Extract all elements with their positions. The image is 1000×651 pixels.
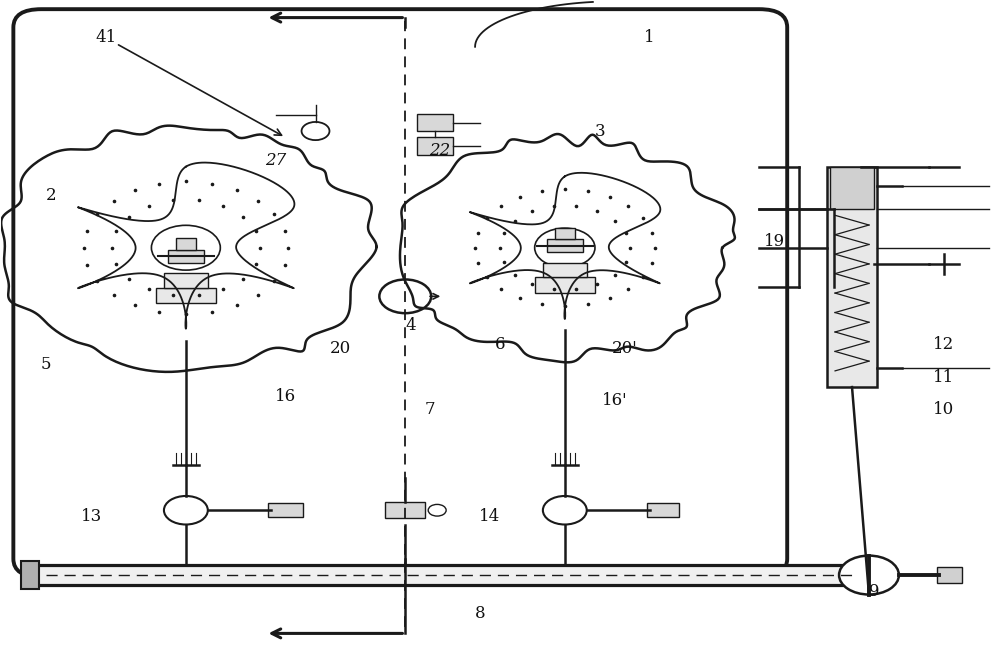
Bar bbox=[830, 167, 874, 209]
Bar bbox=[26, 564, 874, 585]
Bar bbox=[555, 228, 575, 240]
Bar bbox=[543, 263, 587, 277]
Bar bbox=[176, 238, 196, 250]
Circle shape bbox=[535, 228, 595, 268]
Text: 19: 19 bbox=[764, 232, 785, 250]
Bar bbox=[164, 273, 208, 288]
Text: 16': 16' bbox=[602, 391, 627, 409]
Text: 12: 12 bbox=[933, 337, 954, 353]
Text: 5: 5 bbox=[41, 356, 52, 373]
Text: 20: 20 bbox=[330, 340, 351, 357]
Bar bbox=[417, 114, 453, 131]
Text: 4: 4 bbox=[405, 317, 416, 334]
Bar bbox=[168, 250, 204, 263]
Text: 14: 14 bbox=[479, 508, 501, 525]
Text: 8: 8 bbox=[475, 605, 485, 622]
Bar bbox=[547, 240, 583, 253]
Bar bbox=[21, 561, 39, 589]
Bar bbox=[827, 167, 877, 387]
Text: 27: 27 bbox=[265, 152, 286, 169]
Text: 7: 7 bbox=[425, 401, 436, 419]
Bar bbox=[535, 277, 595, 292]
Bar bbox=[647, 503, 679, 518]
Circle shape bbox=[151, 225, 220, 270]
Circle shape bbox=[379, 279, 431, 313]
Text: 3: 3 bbox=[594, 122, 605, 139]
Bar bbox=[268, 503, 303, 518]
Circle shape bbox=[302, 122, 329, 140]
Circle shape bbox=[839, 555, 899, 594]
Text: 6: 6 bbox=[495, 337, 505, 353]
Text: 20': 20' bbox=[612, 340, 638, 357]
Text: 16: 16 bbox=[275, 388, 296, 406]
Text: 11: 11 bbox=[933, 369, 954, 386]
Text: 13: 13 bbox=[81, 508, 102, 525]
Bar bbox=[385, 502, 425, 518]
Circle shape bbox=[543, 496, 587, 525]
Text: 2: 2 bbox=[46, 187, 57, 204]
Circle shape bbox=[164, 496, 208, 525]
Text: 22: 22 bbox=[430, 142, 451, 159]
Bar bbox=[937, 567, 962, 583]
Bar bbox=[156, 288, 216, 303]
Text: 10: 10 bbox=[933, 401, 954, 419]
Text: 1: 1 bbox=[644, 29, 655, 46]
Text: 41: 41 bbox=[95, 29, 117, 46]
Bar bbox=[417, 137, 453, 155]
Text: 9: 9 bbox=[869, 583, 879, 600]
